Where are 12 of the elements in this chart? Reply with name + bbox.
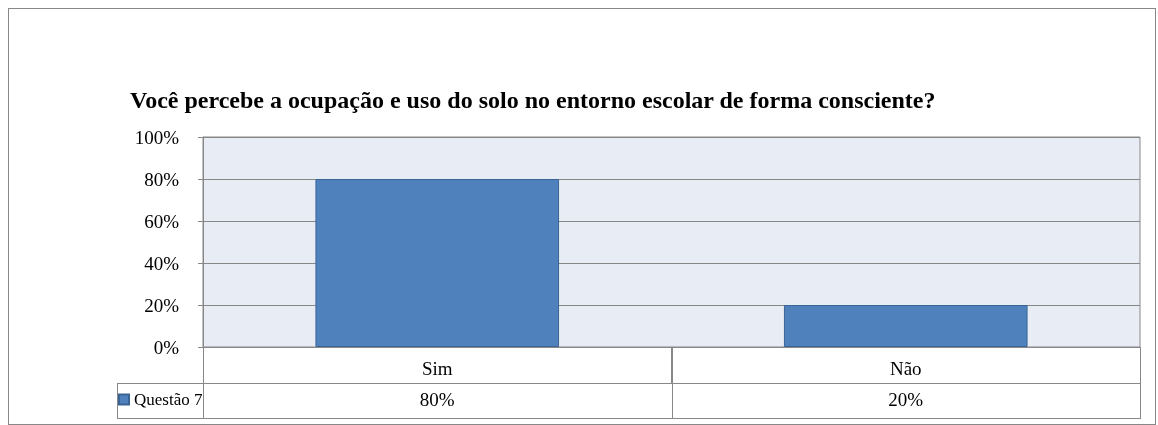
y-tick-label: 20% xyxy=(144,294,180,316)
y-tick-label: 60% xyxy=(144,210,180,232)
legend-label: Questão 7 xyxy=(134,390,203,409)
chart-title: Você percebe a ocupação e uso do solo no entorno escolar de forma consciente? xyxy=(130,86,937,115)
y-tick-label: 100% xyxy=(134,126,180,148)
data-label: 80% xyxy=(419,389,455,411)
x-tick-label: Sim xyxy=(421,358,453,379)
y-tick-label: 80% xyxy=(144,168,180,190)
y-tick-label: 0% xyxy=(153,336,180,358)
y-tick-label: 40% xyxy=(144,252,180,274)
x-tick-label: Não xyxy=(889,358,922,379)
data-label: 20% xyxy=(888,389,924,411)
